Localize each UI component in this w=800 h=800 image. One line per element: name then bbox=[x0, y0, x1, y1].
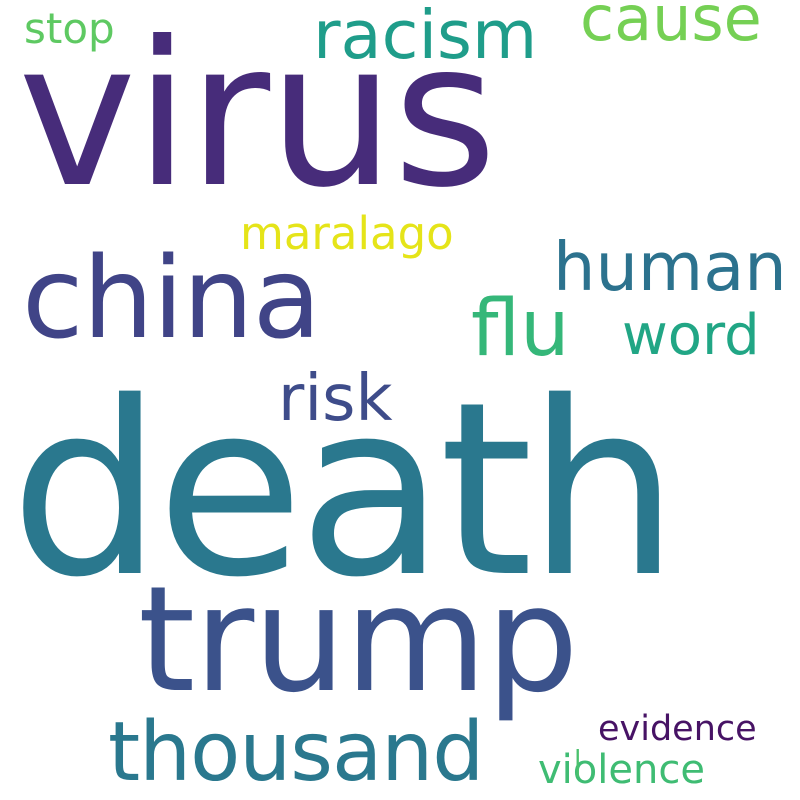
word-flu: flu bbox=[471, 284, 570, 374]
word-mark: | bbox=[573, 744, 583, 777]
word-thousand: thousand bbox=[108, 705, 484, 800]
word-risk: risk bbox=[278, 362, 393, 436]
word-word: word bbox=[622, 303, 760, 368]
word-maralago: maralago bbox=[240, 207, 454, 260]
word-china: china bbox=[22, 234, 321, 364]
word-racism: racism bbox=[313, 0, 538, 74]
word-trump: trump bbox=[138, 555, 579, 725]
word-stop: stop bbox=[24, 4, 115, 53]
word-evidence: evidence bbox=[598, 709, 757, 749]
word-human: human bbox=[553, 228, 787, 306]
word-death: death bbox=[10, 350, 679, 630]
word-virus: virus bbox=[18, 0, 497, 232]
word-cause: cause bbox=[580, 0, 762, 55]
word-violence: violence bbox=[538, 747, 705, 793]
